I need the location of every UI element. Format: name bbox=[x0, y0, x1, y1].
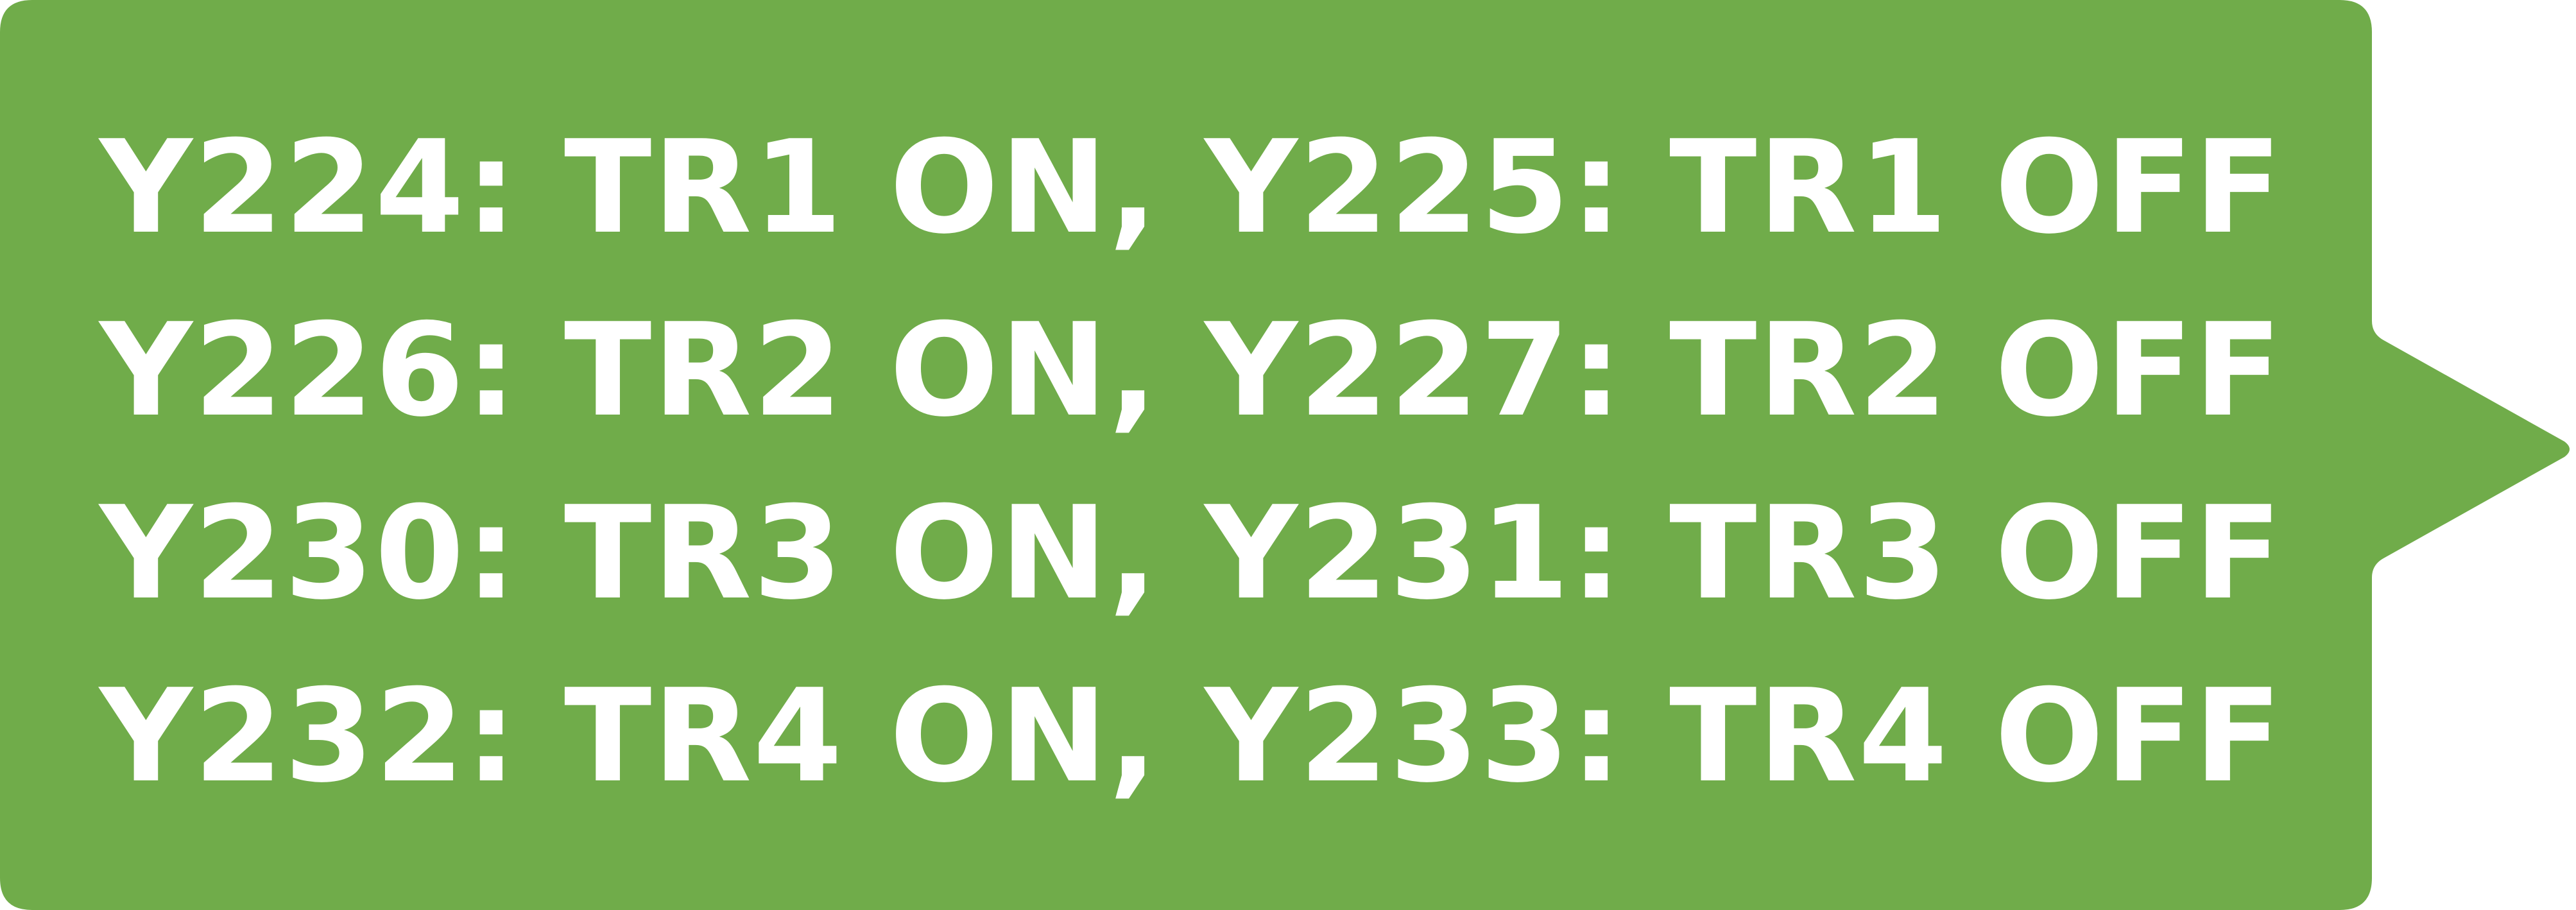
callout-line-3: Y230: TR3 ON, Y231: TR3 OFF bbox=[99, 479, 2283, 628]
callout-line-4: Y232: TR4 ON, Y233: TR4 OFF bbox=[99, 662, 2283, 811]
callout-line-2: Y226: TR2 ON, Y227: TR2 OFF bbox=[99, 296, 2283, 445]
callout-line-1: Y224: TR1 ON, Y225: TR1 OFF bbox=[99, 113, 2283, 262]
callout-text: Y224: TR1 ON, Y225: TR1 OFF Y226: TR2 ON… bbox=[99, 96, 2346, 828]
